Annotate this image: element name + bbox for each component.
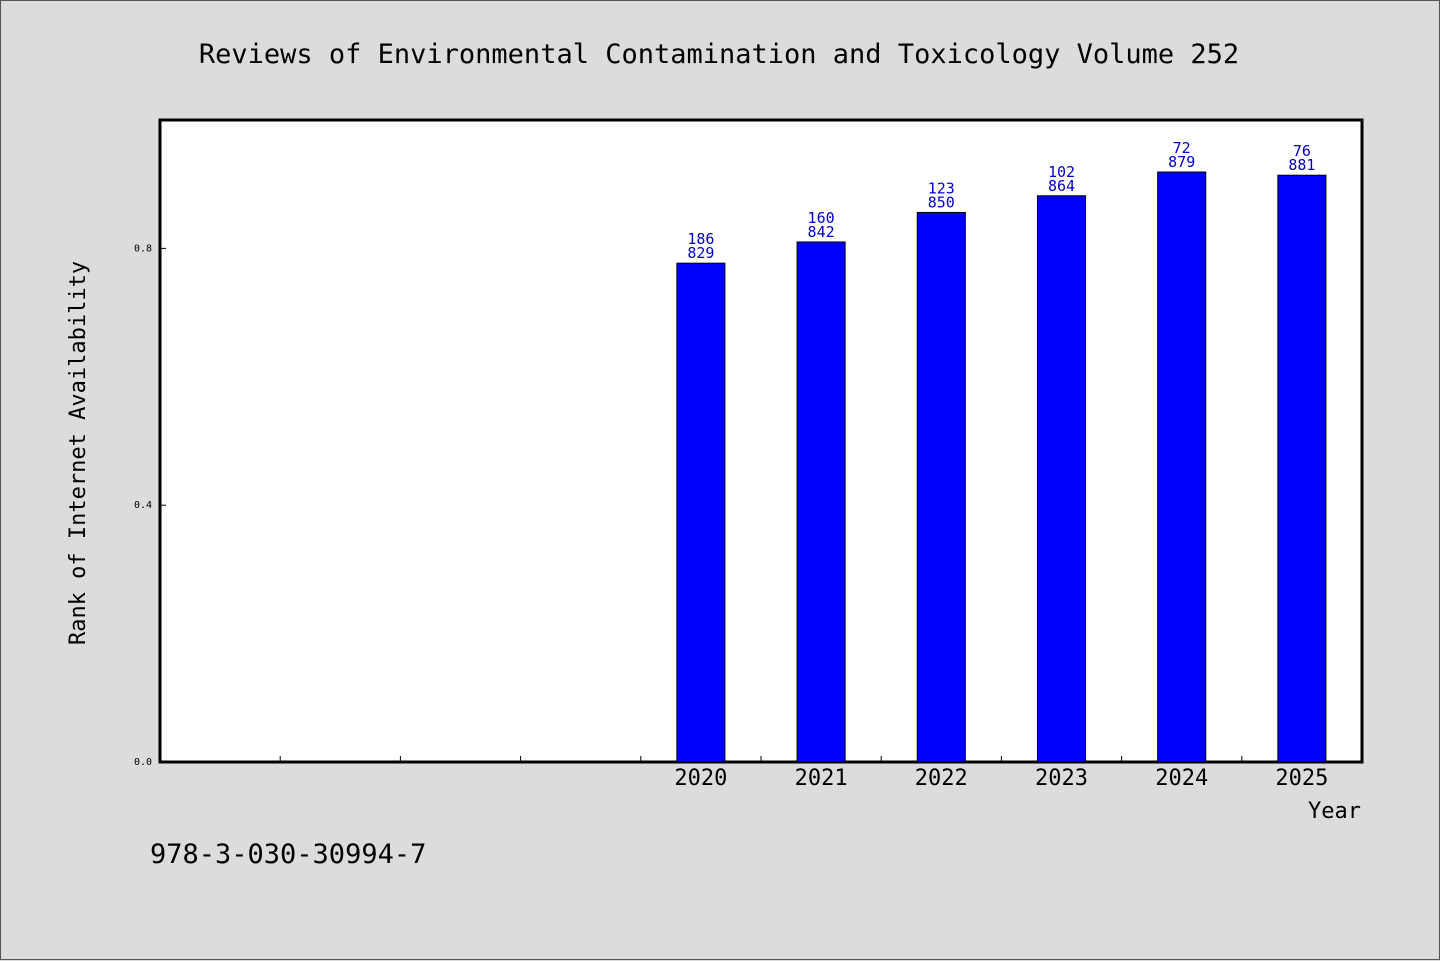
- x-axis: 2020 2021 2022 2023 2024 2025: [279, 756, 1328, 791]
- data-label-bottom: 881: [1288, 156, 1315, 174]
- y-axis: 0.0 0.4 0.8: [134, 243, 166, 768]
- x-tick-label: 2020: [674, 766, 727, 791]
- data-label-top: 72: [1173, 139, 1191, 157]
- x-tick-label: 2022: [915, 766, 968, 791]
- x-tick-label: 2023: [1035, 766, 1088, 791]
- data-label-bottom: 850: [928, 193, 955, 211]
- data-label-top: 123: [928, 179, 955, 197]
- bar-2022: [916, 211, 966, 763]
- bar-2025: [1277, 174, 1327, 763]
- bar-2024: [1157, 171, 1207, 763]
- data-label-bottom: 864: [1048, 177, 1075, 195]
- x-axis-label: Year: [1308, 799, 1361, 824]
- y-axis-label: Rank of Internet Availability: [66, 261, 91, 645]
- x-tick-label: 2021: [795, 766, 848, 791]
- y-tick-label: 0.8: [134, 243, 152, 254]
- data-label-top: 102: [1048, 163, 1075, 181]
- bar-2020: [676, 262, 726, 763]
- data-label-bottom: 842: [808, 223, 835, 241]
- data-label-bottom: 879: [1168, 153, 1195, 171]
- data-label-bottom: 829: [687, 244, 714, 262]
- bar-2021: [796, 241, 846, 763]
- x-tick-label: 2024: [1155, 766, 1208, 791]
- y-tick-label: 0.4: [134, 500, 152, 511]
- chart-title: Reviews of Environmental Contamination a…: [199, 39, 1239, 70]
- x-tick-label: 2025: [1275, 766, 1328, 791]
- bar-2023: [1036, 195, 1087, 763]
- data-label-top: 186: [687, 230, 714, 248]
- data-label-top: 76: [1293, 142, 1311, 160]
- data-label-top: 160: [808, 209, 835, 227]
- isbn-text: 978-3-030-30994-7: [150, 839, 426, 870]
- y-tick-label: 0.0: [134, 757, 152, 768]
- bars: [676, 171, 1327, 763]
